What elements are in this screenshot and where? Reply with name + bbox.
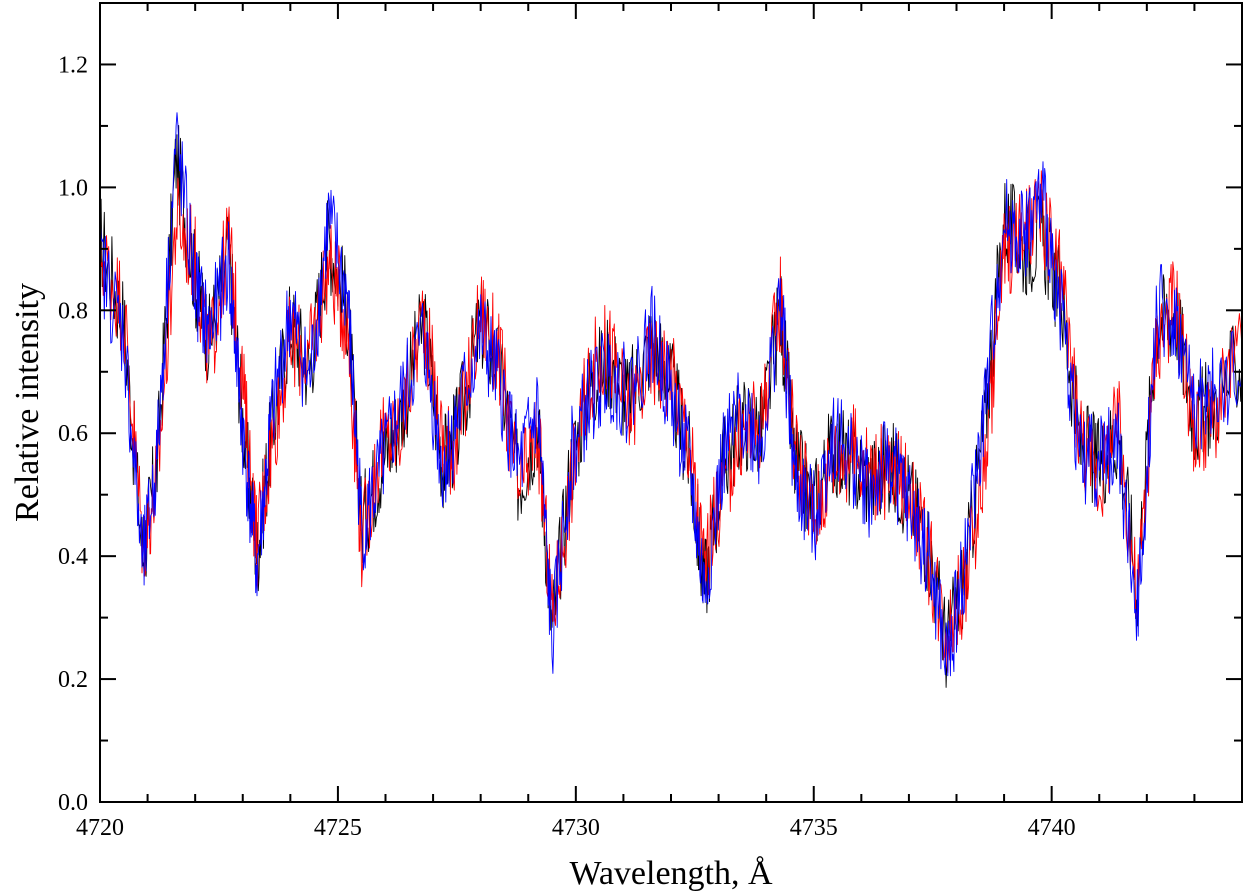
x-tick-label: 4740: [1028, 815, 1076, 841]
y-tick-label: 0.0: [58, 790, 88, 816]
y-tick-label: 0.8: [58, 298, 88, 324]
y-tick-label: 0.2: [58, 667, 88, 693]
y-tick-label: 0.4: [58, 544, 88, 570]
series-layer: [99, 112, 1243, 688]
x-axis-label: Wavelength, Å: [569, 855, 773, 892]
x-tick-label: 4725: [314, 815, 362, 841]
ticks-layer: 4720 4725 4730 4735 4740 0.0 0.2 0.4 0.6 0.8 1.0 1.…: [58, 3, 1243, 841]
series-line-2: [99, 170, 1243, 674]
y-tick-label: 1.2: [58, 52, 88, 78]
series-line-3: [99, 112, 1243, 677]
x-tick-label: 4720: [76, 815, 124, 841]
x-tick-label: 4735: [790, 815, 838, 841]
y-axis-label: Relative intensity: [9, 283, 46, 522]
x-tick-label: 4730: [552, 815, 600, 841]
y-tick-label: 0.6: [58, 421, 88, 447]
y-tick-label: 1.0: [58, 175, 88, 201]
